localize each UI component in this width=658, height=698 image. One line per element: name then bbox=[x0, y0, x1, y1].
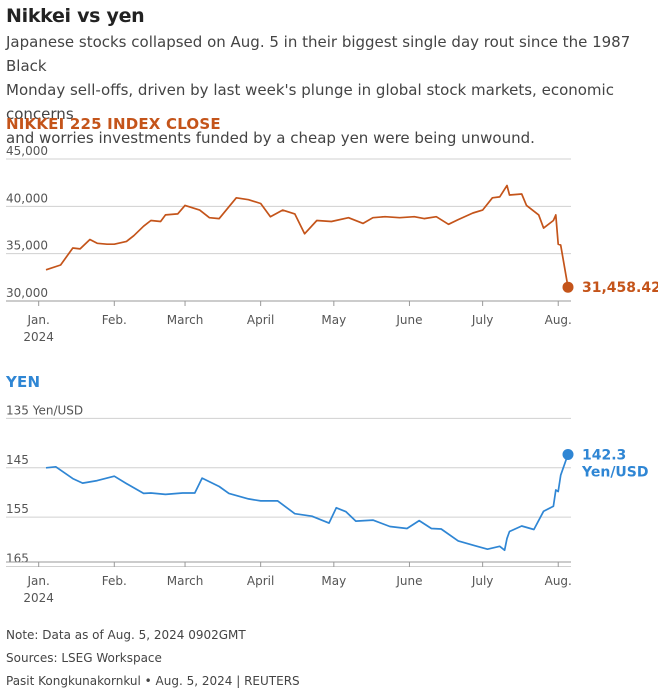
nikkei-end-point bbox=[562, 281, 574, 293]
sources: Sources: LSEG Workspace bbox=[6, 651, 162, 665]
yen-section-title: YEN bbox=[6, 373, 41, 391]
yen-ytick-label: 155 bbox=[6, 502, 29, 516]
yen-xtick-label: July bbox=[471, 574, 494, 588]
yen-xtick-label: April bbox=[247, 574, 274, 588]
nikkei-xtick-label: May bbox=[321, 313, 346, 327]
nikkei-xtick-label: March bbox=[167, 313, 204, 327]
yen-end-point bbox=[562, 448, 574, 460]
chart-subtitle: Japanese stocks collapsed on Aug. 5 in t… bbox=[6, 33, 631, 147]
yen-xtick-label: June bbox=[395, 574, 422, 588]
nikkei-ytick-label: 45,000 bbox=[6, 144, 48, 158]
nikkei-xtick-label: Jan. 2024 bbox=[23, 313, 54, 344]
nikkei-ytick-label: 40,000 bbox=[6, 191, 48, 205]
yen-chart: 145 155 165 135 Yen/USD Jan. 2024 Feb. March Apr… bbox=[6, 403, 649, 605]
yen-unit-label: 135 Yen/USD bbox=[6, 403, 83, 417]
yen-xtick-label: Aug. bbox=[545, 574, 572, 588]
nikkei-xtick-label: Aug. bbox=[545, 313, 572, 327]
nikkei-xtick-label: July bbox=[471, 313, 494, 327]
nikkei-ytick-label: 30,000 bbox=[6, 286, 48, 300]
yen-xtick-label: Feb. bbox=[102, 574, 127, 588]
nikkei-chart: 30,000 35,000 40,000 45,000 Jan. 2024 Feb. Marc… bbox=[6, 144, 658, 344]
nikkei-section-title: NIKKEI 225 INDEX CLOSE bbox=[6, 115, 221, 133]
yen-ytick-label: 165 bbox=[6, 552, 29, 566]
nikkei-xtick-label: June bbox=[395, 313, 422, 327]
yen-series-line bbox=[45, 454, 569, 552]
yen-ytick-label: 145 bbox=[6, 453, 29, 467]
chart-title: Nikkei vs yen bbox=[6, 5, 145, 27]
yen-xtick-label: May bbox=[321, 574, 346, 588]
footnote: Note: Data as of Aug. 5, 2024 0902GMT bbox=[6, 628, 246, 642]
nikkei-ytick-label: 35,000 bbox=[6, 239, 48, 253]
yen-end-label: 142.3 Yen/USD bbox=[581, 447, 649, 480]
yen-xtick-label: Jan. 2024 bbox=[23, 574, 54, 605]
yen-xtick-label: March bbox=[167, 574, 204, 588]
nikkei-end-label: 31,458.42 bbox=[582, 280, 658, 296]
credit: Pasit Kongkunakornkul • Aug. 5, 2024 | R… bbox=[6, 674, 300, 688]
nikkei-xtick-label: April bbox=[247, 313, 274, 327]
nikkei-series-line bbox=[45, 184, 569, 288]
nikkei-xtick-label: Feb. bbox=[102, 313, 127, 327]
